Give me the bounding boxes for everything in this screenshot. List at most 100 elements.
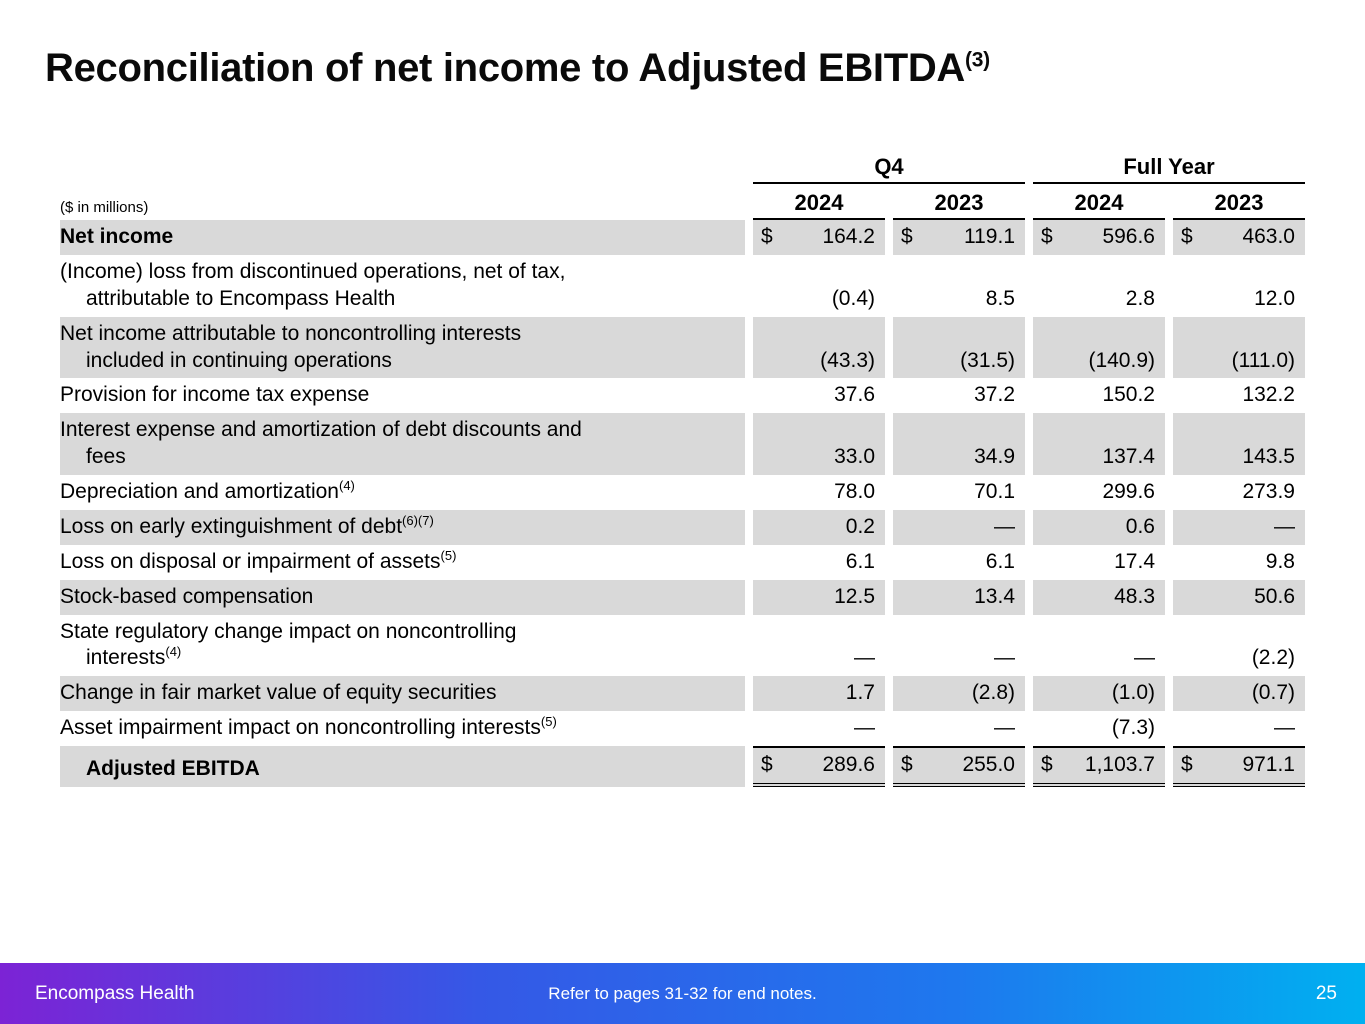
value-text: — bbox=[854, 716, 875, 740]
value-text: 12.5 bbox=[834, 584, 875, 608]
table-row: Change in fair market value of equity se… bbox=[60, 676, 1305, 712]
value-text: (140.9) bbox=[1088, 348, 1155, 372]
cell-value: 13.4 bbox=[893, 579, 1025, 615]
cell-value: (2.2) bbox=[1173, 615, 1305, 677]
value-text: 0.2 bbox=[845, 514, 875, 538]
value-text: 143.5 bbox=[1242, 445, 1295, 469]
row-label-text: State regulatory change impact on noncon… bbox=[60, 619, 517, 670]
group-header-q4: Q4 bbox=[753, 154, 1025, 184]
value-text: 33.0 bbox=[834, 445, 875, 469]
cell-value: 1.7 bbox=[753, 676, 885, 712]
cell-value: 34.9 bbox=[893, 413, 1025, 475]
value-text: 463.0 bbox=[1242, 225, 1295, 248]
cell-value: (111.0) bbox=[1173, 316, 1305, 379]
cell-value: (2.8) bbox=[893, 676, 1025, 712]
footer-brand: Encompass Health bbox=[35, 982, 195, 1004]
value-text: — bbox=[994, 716, 1015, 740]
value-text: 34.9 bbox=[974, 445, 1015, 469]
value-text: (31.5) bbox=[960, 348, 1015, 372]
row-label: Net income bbox=[60, 220, 745, 255]
cell-value: $971.1 bbox=[1173, 746, 1305, 787]
cell-value: 299.6 bbox=[1033, 475, 1165, 510]
value-text: 273.9 bbox=[1242, 480, 1295, 503]
value-text: 37.6 bbox=[834, 383, 875, 407]
value-text: 2.8 bbox=[1125, 286, 1155, 310]
cell-value: 9.8 bbox=[1173, 545, 1305, 580]
table-row: State regulatory change impact on noncon… bbox=[60, 615, 1305, 677]
footer-page-number: 25 bbox=[1315, 982, 1337, 1004]
footnote-ref: (4) bbox=[165, 644, 182, 660]
units-label: ($ in millions) bbox=[60, 199, 149, 216]
row-label: Stock-based compensation bbox=[60, 579, 745, 615]
value-text: 50.6 bbox=[1254, 584, 1295, 608]
value-text: (0.7) bbox=[1251, 681, 1295, 705]
row-label-text: Depreciation and amortization bbox=[60, 480, 339, 503]
cell-value: 78.0 bbox=[753, 475, 885, 510]
value-text: 164.2 bbox=[822, 225, 875, 248]
cell-value: 70.1 bbox=[893, 475, 1025, 510]
cell-value: 12.5 bbox=[753, 579, 885, 615]
row-label-text: Net income attributable to noncontrollin… bbox=[60, 321, 522, 372]
footnote-ref: (5) bbox=[540, 714, 557, 730]
cell-value: $255.0 bbox=[893, 746, 1025, 787]
cell-value: 37.6 bbox=[753, 378, 885, 413]
footnote-ref: (6)(7) bbox=[402, 512, 434, 528]
table-row: (Income) loss from discontinued operatio… bbox=[60, 255, 1305, 317]
cell-value: $596.6 bbox=[1033, 220, 1165, 255]
cell-value: 0.2 bbox=[753, 509, 885, 545]
value-text: — bbox=[1274, 716, 1295, 740]
value-text: 289.6 bbox=[822, 753, 875, 776]
table-row: Interest expense and amortization of deb… bbox=[60, 413, 1305, 475]
table-row: Asset impairment impact on noncontrollin… bbox=[60, 711, 1305, 746]
row-label: Adjusted EBITDA bbox=[60, 746, 745, 787]
value-text: (7.3) bbox=[1111, 716, 1155, 740]
table-row: Net income $164.2 $119.1 $596.6 $463.0 bbox=[60, 220, 1305, 255]
row-label: Asset impairment impact on noncontrollin… bbox=[60, 711, 745, 746]
row-label-text: Loss on disposal or impairment of assets bbox=[60, 549, 441, 573]
title-footnote-ref: (3) bbox=[965, 48, 990, 72]
row-label: Interest expense and amortization of deb… bbox=[60, 413, 745, 475]
year-header-q4-2023: 2023 bbox=[893, 190, 1025, 220]
value-text: 48.3 bbox=[1114, 584, 1155, 608]
cell-value: 143.5 bbox=[1173, 413, 1305, 475]
value-text: 1,103.7 bbox=[1084, 753, 1155, 776]
year-header-q4-2024: 2024 bbox=[753, 190, 885, 220]
value-text: (0.4) bbox=[831, 286, 875, 310]
row-label-text: Asset impairment impact on noncontrollin… bbox=[60, 716, 541, 740]
value-text: — bbox=[1134, 646, 1155, 670]
cell-value: (31.5) bbox=[893, 316, 1025, 379]
cell-value: 37.2 bbox=[893, 378, 1025, 413]
cell-value: 132.2 bbox=[1173, 378, 1305, 413]
row-label: Depreciation and amortization(4) bbox=[60, 475, 745, 510]
footnote-ref: (5) bbox=[440, 547, 457, 563]
cell-value: 50.6 bbox=[1173, 579, 1305, 615]
table-row: Provision for income tax expense 37.6 37.2… bbox=[60, 378, 1305, 413]
value-text: — bbox=[854, 646, 875, 670]
value-text: (1.0) bbox=[1111, 681, 1155, 705]
row-label-text: Stock-based compensation bbox=[60, 584, 314, 608]
value-text: 0.6 bbox=[1125, 514, 1155, 538]
value-text: 9.8 bbox=[1265, 549, 1295, 573]
value-text: (111.0) bbox=[1231, 348, 1295, 372]
cell-value: 0.6 bbox=[1033, 509, 1165, 545]
cell-value: — bbox=[1173, 711, 1305, 746]
value-text: — bbox=[994, 646, 1015, 670]
table-body: Net income $164.2 $119.1 $596.6 $463.0 (Incom… bbox=[60, 220, 1305, 787]
cell-value: 137.4 bbox=[1033, 413, 1165, 475]
cell-value: 17.4 bbox=[1033, 545, 1165, 580]
cell-value: — bbox=[753, 711, 885, 746]
cell-value: 33.0 bbox=[753, 413, 885, 475]
value-text: 132.2 bbox=[1242, 383, 1295, 407]
value-text: 596.6 bbox=[1102, 225, 1155, 248]
row-label-text: Provision for income tax expense bbox=[60, 383, 370, 407]
cell-value: — bbox=[893, 509, 1025, 545]
dollar-sign: $ bbox=[1181, 753, 1193, 776]
dollar-sign: $ bbox=[1181, 225, 1193, 248]
footnote-ref: (4) bbox=[339, 478, 355, 493]
cell-value: $463.0 bbox=[1173, 220, 1305, 255]
table-row: Loss on early extinguishment of debt(6)(… bbox=[60, 509, 1305, 545]
year-header-fy-2023: 2023 bbox=[1173, 190, 1305, 220]
cell-value: 6.1 bbox=[753, 545, 885, 580]
dollar-sign: $ bbox=[901, 753, 913, 776]
row-label-text: Change in fair market value of equity se… bbox=[60, 681, 497, 705]
